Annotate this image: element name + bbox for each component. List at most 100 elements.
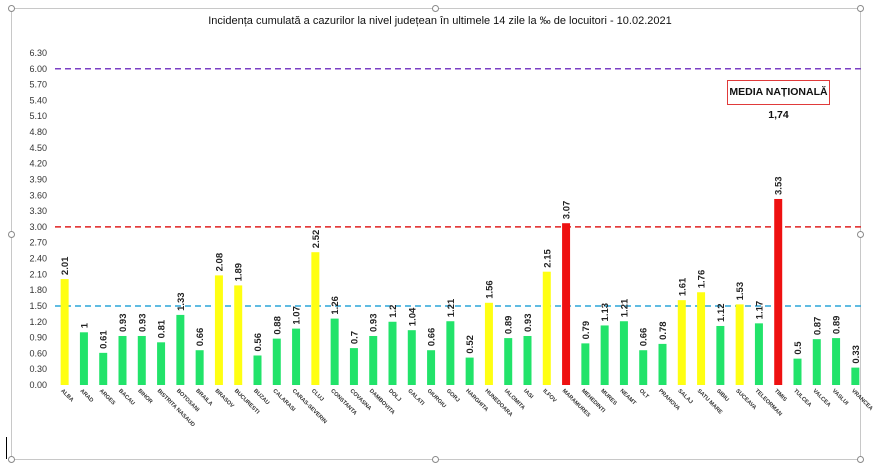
category-label: TULCEA [792, 388, 812, 408]
bar [484, 302, 493, 385]
bar [311, 252, 320, 385]
category-label: CARAS-SEVERIN [291, 388, 328, 425]
y-tick-label: 1.20 [29, 317, 47, 327]
resize-handle-top[interactable] [432, 5, 439, 12]
category-label: VALCEA [811, 388, 831, 408]
category-label: GORJ [445, 388, 460, 403]
y-tick-label: 6.00 [29, 64, 47, 74]
value-label: 1.2 [388, 305, 399, 318]
value-label: 1.76 [697, 270, 708, 289]
y-tick-label: 0.90 [29, 333, 47, 343]
y-tick-label: 4.50 [29, 143, 47, 153]
value-label: 1.21 [446, 298, 457, 317]
y-tick-label: 5.70 [29, 80, 47, 90]
y-tick-label: 2.70 [29, 238, 47, 248]
value-label: 3.53 [774, 176, 785, 195]
category-label: BRASOV [214, 388, 235, 409]
y-tick-label: 4.20 [29, 159, 47, 169]
value-label: 2.15 [542, 248, 553, 267]
category-label: MURES [599, 388, 618, 407]
resize-handle-bottom-left[interactable] [8, 456, 15, 463]
value-label: 0.33 [851, 345, 862, 364]
bar [79, 332, 88, 385]
y-tick-label: 3.30 [29, 206, 47, 216]
y-tick-label: 6.30 [29, 48, 47, 58]
y-tick-label: 3.60 [29, 190, 47, 200]
value-label: 0.5 [793, 341, 804, 355]
category-label: OLT [638, 388, 650, 400]
value-label: 1.89 [234, 263, 245, 282]
y-tick-label: 3.00 [29, 222, 47, 232]
category-label: BACAU [117, 388, 136, 407]
resize-handle-right[interactable] [857, 231, 864, 238]
y-tick-label: 0.00 [29, 380, 47, 390]
bar [523, 335, 532, 385]
bar [234, 285, 243, 385]
resize-handle-top-left[interactable] [8, 5, 15, 12]
chart-title: Incidența cumulată a cazurilor la nivel … [208, 15, 672, 27]
bar [60, 279, 69, 385]
bar [793, 358, 802, 385]
value-label: 0.78 [658, 321, 669, 340]
y-tick-label: 5.40 [29, 95, 47, 105]
bar [658, 343, 667, 385]
bar [99, 352, 108, 385]
category-label: VRANCEA [850, 388, 874, 412]
bar [774, 198, 783, 385]
category-label: GALATI [406, 388, 425, 407]
value-label: 0.93 [137, 313, 148, 332]
value-label: 1.53 [735, 282, 746, 301]
value-label: 0.66 [427, 328, 438, 347]
category-label: BUZAU [252, 388, 270, 406]
category-label: ILFOV [541, 388, 557, 404]
bar [369, 335, 378, 385]
category-label: BRAILA [194, 388, 213, 407]
y-tick-label: 3.90 [29, 174, 47, 184]
value-label: 2.01 [60, 256, 71, 275]
resize-handle-bottom[interactable] [432, 456, 439, 463]
value-label: 1.21 [619, 298, 630, 317]
bar [697, 292, 706, 385]
bar [619, 321, 628, 385]
bar [716, 325, 725, 385]
category-label: ALBA [59, 388, 74, 403]
bar [118, 335, 127, 385]
bar [465, 357, 474, 385]
resize-handle-top-right[interactable] [857, 5, 864, 12]
bar [542, 271, 551, 385]
bar [253, 355, 262, 385]
bar [427, 350, 436, 385]
bar [735, 304, 744, 385]
bar [195, 350, 204, 385]
category-label: BIHOR [136, 388, 153, 405]
y-tick-label: 1.50 [29, 301, 47, 311]
y-tick-label: 0.30 [29, 364, 47, 374]
value-label: 1.33 [176, 292, 187, 311]
resize-handle-bottom-right[interactable] [857, 456, 864, 463]
resize-handle-left[interactable] [8, 231, 15, 238]
bar [388, 321, 397, 385]
bar [812, 339, 821, 385]
bar [272, 338, 281, 385]
value-label: 1.04 [407, 307, 418, 326]
value-label: 0.79 [581, 321, 592, 340]
bar [851, 367, 860, 385]
bar [446, 321, 455, 385]
category-label: DOLJ [387, 388, 402, 403]
bar [504, 338, 513, 385]
category-label: CLUJ [310, 388, 325, 403]
text-cursor [6, 437, 7, 459]
value-label: 1.17 [754, 301, 765, 320]
value-label: 1 [79, 322, 90, 328]
bar [214, 275, 223, 385]
value-label: 1.26 [330, 296, 341, 315]
value-label: 2.08 [214, 253, 225, 272]
bar [330, 318, 339, 385]
value-label: 1.56 [484, 280, 495, 299]
value-label: 0.52 [465, 335, 476, 354]
bar [292, 328, 301, 385]
category-label: TIMIS [773, 388, 788, 403]
value-label: 1.07 [292, 306, 303, 325]
bar [157, 342, 166, 385]
bar [581, 343, 590, 385]
